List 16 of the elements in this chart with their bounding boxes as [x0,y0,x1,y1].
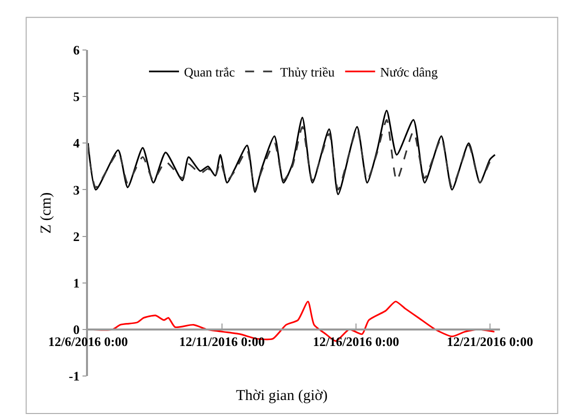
legend-label: Thủy triều [280,64,336,80]
line-series [88,110,496,196]
y-tick-label: 6 [73,42,80,58]
y-tick-label: 1 [73,275,80,290]
y-tick-label: 2 [73,228,80,244]
y-axis-title: Z (cm) [38,192,55,234]
y-tick-label: -1 [68,368,80,384]
y-tick-label: 3 [73,182,80,198]
x-tick-label: 12/21/2016 0:00 [446,334,534,349]
x-tick-label: 12/11/2016 0:00 [179,334,265,349]
x-tick-label: 12/16/2016 0:00 [312,334,400,349]
y-tick-label: 5 [73,89,80,104]
x-axis-title: Thời gian (giờ) [236,388,328,404]
y-tick-label: 4 [73,136,80,151]
legend-label: Nước dâng [380,64,438,80]
legend-label: Quan trắc [184,64,236,80]
